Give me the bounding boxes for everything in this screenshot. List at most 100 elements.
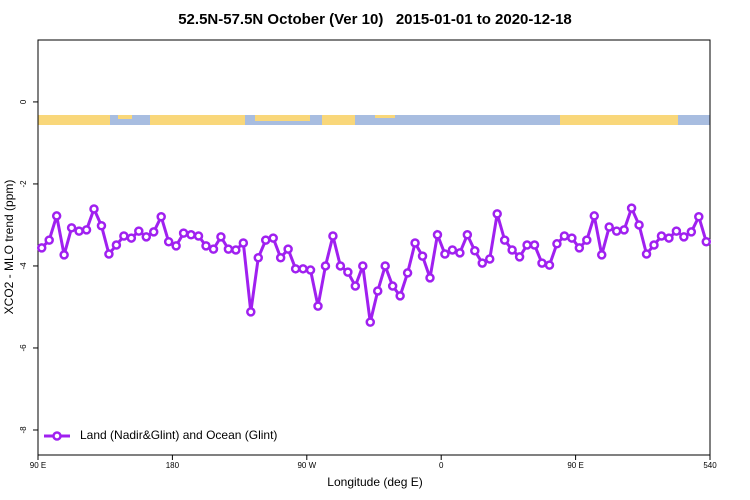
point [178,228,189,238]
point [514,252,525,262]
point [634,220,644,230]
point [283,244,293,254]
point [589,211,600,221]
point [59,250,69,260]
point [649,240,659,250]
point [163,237,174,247]
y-tick-label: -4 [19,262,28,270]
point [134,226,144,236]
point [574,243,585,253]
point [477,258,488,268]
x-tick-label: 90 E [567,461,583,470]
x-tick-label: 90 E [30,461,46,470]
point [36,243,47,253]
point [313,301,323,311]
point [89,204,99,214]
x-tick-label: 540 [703,461,717,470]
point [447,245,458,255]
point [305,265,316,275]
point [328,231,338,241]
point [268,233,278,243]
point [111,240,122,250]
point [148,227,159,237]
point [626,203,637,213]
legend-label: Land (Nadir&Glint) and Ocean (Glint) [80,428,277,442]
point [260,235,271,245]
point [492,209,502,219]
point [208,244,219,254]
x-tick-label: 90 W [297,461,316,470]
point [156,211,166,222]
point [410,238,420,248]
point [484,254,495,264]
point [358,261,368,271]
point [432,230,443,240]
point [320,261,331,271]
point [596,250,607,260]
x-axis-label: Longitude (deg E) [327,475,422,489]
point [141,232,152,242]
y-tick-label: -2 [19,180,28,188]
point [51,211,62,221]
point [417,251,428,261]
point [522,240,532,250]
point [425,273,435,283]
point [66,223,77,233]
point [701,237,712,247]
point [193,231,204,241]
point [499,235,510,245]
point [365,317,376,327]
point [679,232,689,242]
y-tick-label: -6 [19,344,28,352]
point [686,227,697,237]
point [671,226,682,236]
point [604,222,614,232]
point [656,231,667,241]
point [440,249,450,259]
point [238,238,249,248]
point [216,232,226,242]
point [171,241,181,251]
x-tick-label: 180 [166,461,180,470]
point [343,267,353,277]
point [455,248,465,258]
y-tick-label: 0 [19,99,28,104]
point [231,245,241,255]
point [104,249,114,259]
point [619,225,629,235]
point [119,231,129,241]
point [223,244,234,254]
point [275,253,286,263]
point [582,235,592,245]
point [44,235,54,245]
point [559,231,570,241]
point [402,268,413,278]
point [298,264,308,274]
chart-title: 52.5N-57.5N October (Ver 10) 2015-01-01 … [178,11,572,28]
point [694,211,704,222]
point [552,239,562,249]
y-axis-label: XCO2 - MLO trend (ppm) [2,180,16,315]
point [664,233,674,243]
point [126,233,137,243]
point [529,240,540,250]
point [74,226,84,236]
point [372,286,383,296]
point [611,226,622,236]
point [246,307,256,317]
point [387,281,398,291]
point [537,258,547,268]
point [470,246,480,256]
point [350,281,361,291]
point [96,221,107,231]
point [641,249,652,259]
point [395,291,405,301]
point [567,233,577,243]
x-tick-label: 0 [439,461,444,470]
legend-marker [52,431,62,441]
plot-frame [37,39,711,456]
y-tick-label: -8 [19,426,28,434]
point [335,261,346,271]
land-ocean-band [38,115,710,125]
